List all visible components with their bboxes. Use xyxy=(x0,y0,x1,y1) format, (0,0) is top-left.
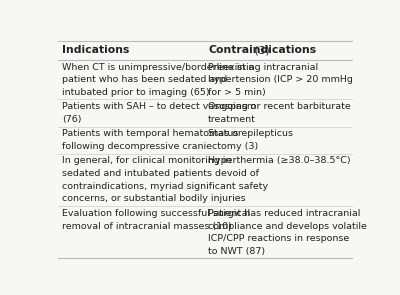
Text: compliance and develops volatile: compliance and develops volatile xyxy=(208,222,367,230)
Text: Patient has reduced intracranial: Patient has reduced intracranial xyxy=(208,209,360,218)
Text: (76): (76) xyxy=(62,115,82,124)
Text: treatment: treatment xyxy=(208,115,256,124)
Text: sedated and intubated patients devoid of: sedated and intubated patients devoid of xyxy=(62,169,259,178)
Text: Preexisting intracranial: Preexisting intracranial xyxy=(208,63,318,71)
Text: concerns, or substantial bodily injuries: concerns, or substantial bodily injuries xyxy=(62,194,246,204)
Text: In general, for clinical monitoring in: In general, for clinical monitoring in xyxy=(62,156,232,165)
Text: Patients with temporal hematomas or: Patients with temporal hematomas or xyxy=(62,130,242,138)
Text: Status epilepticus: Status epilepticus xyxy=(208,130,293,138)
Text: Hyperthermia (≥38.0–38.5°C): Hyperthermia (≥38.0–38.5°C) xyxy=(208,156,351,165)
Text: ICP/CPP reactions in response: ICP/CPP reactions in response xyxy=(208,234,349,243)
Text: following decompressive craniectomy (3): following decompressive craniectomy (3) xyxy=(62,142,259,151)
Text: intubated prior to imaging (65): intubated prior to imaging (65) xyxy=(62,88,210,97)
Text: removal of intracranial masses (10): removal of intracranial masses (10) xyxy=(62,222,232,230)
Text: patient who has been sedated and: patient who has been sedated and xyxy=(62,75,228,84)
Text: for > 5 min): for > 5 min) xyxy=(208,88,266,97)
Text: Ongoing or recent barbiturate: Ongoing or recent barbiturate xyxy=(208,102,351,111)
Text: contraindications, myriad significant safety: contraindications, myriad significant sa… xyxy=(62,182,268,191)
Text: hypertension (ICP > 20 mmHg: hypertension (ICP > 20 mmHg xyxy=(208,75,353,84)
Text: (3): (3) xyxy=(251,45,270,55)
Text: Contraindications: Contraindications xyxy=(208,45,316,55)
Text: to NWT (87): to NWT (87) xyxy=(208,247,265,256)
Text: Evaluation following successful surgical: Evaluation following successful surgical xyxy=(62,209,250,218)
Text: Indications: Indications xyxy=(62,45,130,55)
Text: Patients with SAH – to detect vasospasm: Patients with SAH – to detect vasospasm xyxy=(62,102,256,111)
Text: When CT is unimpressive/borderline in a: When CT is unimpressive/borderline in a xyxy=(62,63,255,71)
